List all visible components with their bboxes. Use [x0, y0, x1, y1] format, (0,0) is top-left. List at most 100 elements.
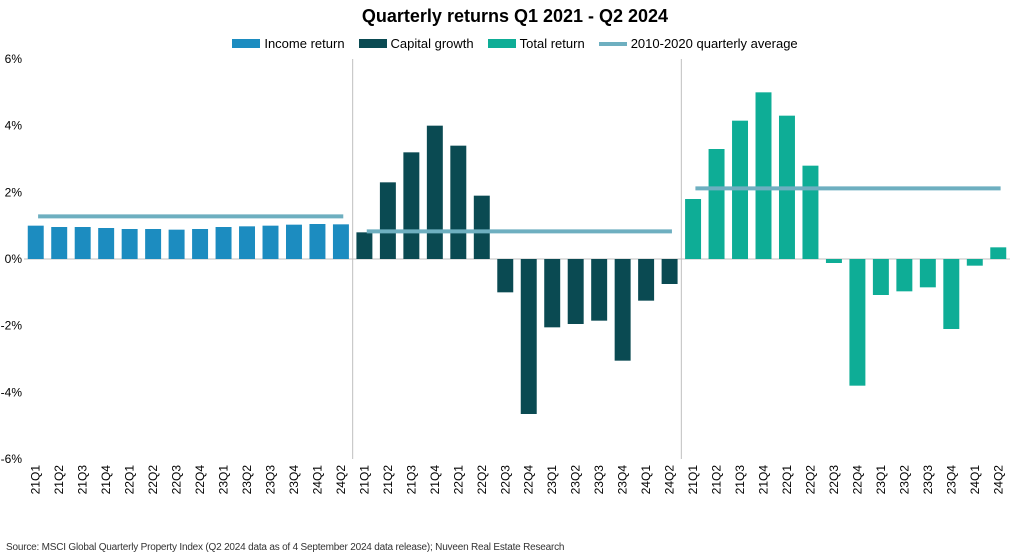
- x-tick-label: 21Q4: [757, 465, 771, 495]
- bar: [943, 259, 960, 329]
- bar: [802, 165, 819, 259]
- bar: [708, 149, 725, 259]
- legend-swatch-average: [598, 41, 627, 46]
- legend-label-capital: Capital growth: [390, 36, 474, 51]
- bar: [403, 152, 420, 259]
- x-tick-label: 23Q4: [287, 465, 301, 495]
- bar: [426, 125, 443, 260]
- x-tick-label: 21Q2: [381, 465, 395, 495]
- x-tick-label: 23Q2: [240, 465, 254, 495]
- x-tick-label: 21Q2: [52, 465, 66, 495]
- x-tick-label: 22Q3: [827, 465, 841, 495]
- bar: [825, 259, 842, 263]
- bar: [544, 259, 561, 328]
- bar: [27, 225, 44, 259]
- chart-title: Quarterly returns Q1 2021 - Q2 2024: [361, 6, 669, 26]
- x-tick-label: 22Q4: [850, 465, 864, 495]
- legend-item-income: Income return: [232, 36, 345, 51]
- y-tick-label: -6%: [1, 452, 23, 466]
- bar: [896, 259, 913, 292]
- legend-item-total: Total return: [487, 36, 585, 51]
- y-tick-label: -4%: [1, 385, 23, 399]
- bar: [309, 224, 326, 259]
- y-tick-label: 2%: [5, 185, 23, 199]
- x-tick-label: 21Q3: [76, 465, 90, 495]
- bar: [239, 226, 256, 259]
- x-tick-label: 24Q2: [334, 465, 348, 495]
- x-tick-label: 21Q3: [404, 465, 418, 495]
- x-tick-label: 22Q3: [170, 465, 184, 495]
- y-tick-label: -2%: [1, 319, 23, 333]
- bar: [661, 259, 678, 284]
- legend-label-total: Total return: [519, 36, 585, 51]
- x-tick-label: 23Q2: [569, 465, 583, 495]
- bar: [520, 259, 537, 414]
- x-tick-label: 24Q1: [639, 465, 653, 495]
- x-tick-label: 22Q1: [780, 465, 794, 495]
- bar: [473, 195, 490, 259]
- x-tick-label: 22Q2: [146, 465, 160, 495]
- bar: [262, 225, 279, 259]
- x-tick-label: 23Q3: [921, 465, 935, 495]
- x-tick-label: 21Q1: [29, 465, 43, 495]
- x-tick-label: 23Q3: [264, 465, 278, 495]
- bar: [849, 259, 866, 386]
- chart-legend: Income return Capital growth Total retur…: [0, 36, 1030, 51]
- x-tick-label: 22Q2: [803, 465, 817, 495]
- bar: [755, 92, 772, 259]
- legend-item-average: 2010-2020 quarterly average: [598, 36, 798, 51]
- x-tick-label: 21Q4: [428, 465, 442, 495]
- bar: [145, 229, 162, 259]
- x-tick-label: 21Q2: [710, 465, 724, 495]
- x-tick-label: 23Q2: [897, 465, 911, 495]
- bar: [591, 259, 608, 321]
- x-tick-label: 23Q1: [874, 465, 888, 495]
- x-tick-label: 22Q4: [193, 465, 207, 495]
- bar: [356, 232, 373, 259]
- bar: [638, 259, 655, 301]
- bar: [990, 247, 1007, 259]
- legend-label-average: 2010-2020 quarterly average: [630, 36, 798, 51]
- y-tick-label: 6%: [5, 52, 23, 66]
- bar: [872, 259, 889, 295]
- bar: [379, 182, 396, 259]
- bar: [121, 229, 138, 259]
- x-tick-label: 21Q1: [357, 465, 371, 495]
- legend-swatch-income: [232, 39, 261, 48]
- x-tick-label: 24Q1: [968, 465, 982, 495]
- bar: [332, 224, 349, 259]
- bar: [614, 259, 631, 361]
- y-tick-label: 0%: [5, 252, 23, 266]
- x-tick-label: 21Q4: [99, 465, 113, 495]
- bar: [685, 199, 702, 259]
- x-tick-label: 24Q2: [663, 465, 677, 495]
- source-note: Source: MSCI Global Quarterly Property I…: [6, 542, 565, 553]
- x-tick-label: 22Q2: [475, 465, 489, 495]
- bar: [192, 229, 209, 259]
- bar: [98, 228, 115, 259]
- x-tick-label: 23Q4: [944, 465, 958, 495]
- bar: [285, 224, 302, 259]
- bar: [74, 227, 91, 259]
- bar: [168, 229, 185, 259]
- x-tick-label: 23Q3: [592, 465, 606, 495]
- x-tick-label: 24Q1: [310, 465, 324, 495]
- legend-swatch-capital: [358, 39, 387, 48]
- x-tick-label: 22Q1: [451, 465, 465, 495]
- bar: [450, 145, 467, 259]
- bar: [966, 259, 983, 266]
- bar: [51, 227, 68, 259]
- legend-label-income: Income return: [264, 36, 345, 51]
- x-tick-label: 21Q1: [686, 465, 700, 495]
- x-tick-label: 23Q1: [217, 465, 231, 495]
- x-tick-label: 22Q1: [123, 465, 137, 495]
- x-tick-label: 22Q3: [498, 465, 512, 495]
- bar: [215, 227, 232, 259]
- legend-item-capital: Capital growth: [358, 36, 474, 51]
- bar: [919, 259, 936, 288]
- legend-swatch-total: [487, 39, 516, 48]
- y-tick-label: 4%: [5, 119, 23, 133]
- bar: [567, 259, 584, 324]
- x-tick-label: 23Q1: [545, 465, 559, 495]
